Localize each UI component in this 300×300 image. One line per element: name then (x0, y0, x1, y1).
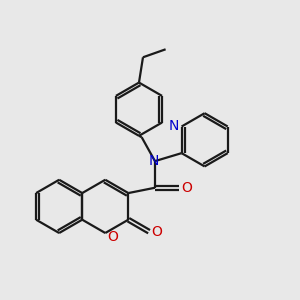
Text: O: O (152, 225, 163, 239)
Text: N: N (169, 118, 179, 133)
Text: N: N (148, 154, 159, 168)
Text: O: O (107, 230, 118, 244)
Text: O: O (181, 181, 192, 195)
